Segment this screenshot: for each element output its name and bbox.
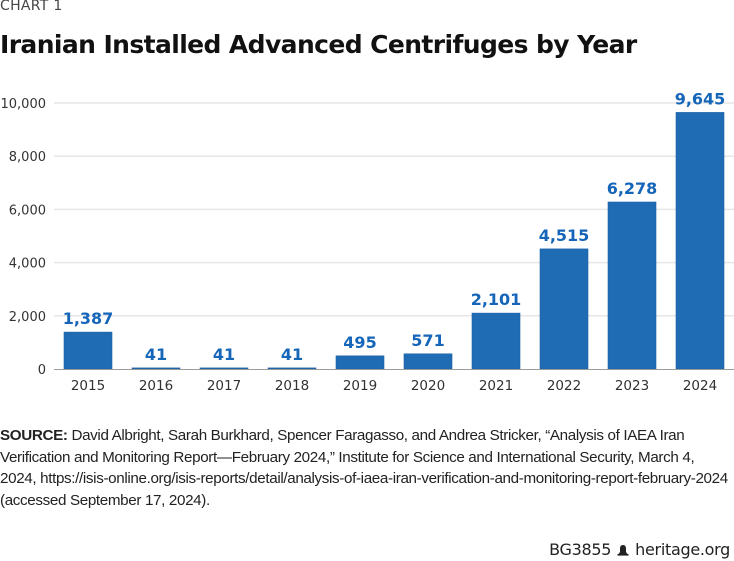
data-label-2021: 2,101 [471,290,522,309]
bar-2017 [199,367,249,370]
bar-chart: 0 2,000 4,000 6,000 8,000 10,000 1,387 41 41 41 4… [1,89,734,394]
x-tick-label: 2021 [479,378,513,394]
bar-2024 [675,112,725,370]
y-tick-label: 10,000 [1,97,47,112]
data-label-2019: 495 [343,333,376,352]
y-tick-label: 8,000 [9,150,46,165]
data-label-2024: 9,645 [675,89,726,108]
y-tick-label: 2,000 [9,310,46,325]
bar-2021 [471,312,521,370]
bar-2022 [539,248,589,370]
y-tick-label: 4,000 [9,257,46,272]
y-tick-label: 0 [38,363,46,378]
bar-2015 [63,331,113,370]
liberty-bell-icon [617,544,629,556]
data-label-2018: 41 [281,345,303,364]
source-label: SOURCE: [0,427,68,444]
data-label-2016: 41 [145,345,167,364]
bar-2023 [607,201,657,370]
x-tick-label: 2016 [139,378,173,394]
chart-title: Iranian Installed Advanced Centrifuges b… [0,30,637,59]
bar-2020 [403,353,453,370]
report-code: BG3855 [549,540,612,559]
data-label-2020: 571 [411,331,444,350]
bar-2016 [131,367,181,370]
y-tick-label: 6,000 [9,203,46,218]
x-tick-label: 2018 [275,378,309,394]
x-tick-label: 2022 [547,378,581,394]
y-axis-ticks: 0 2,000 4,000 6,000 8,000 10,000 [1,97,47,378]
x-tick-label: 2024 [683,378,717,394]
x-tick-label: 2015 [71,378,105,394]
x-tick-label: 2020 [411,378,445,394]
x-tick-label: 2019 [343,378,377,394]
bars [63,112,725,370]
data-label-2017: 41 [213,345,235,364]
data-labels: 1,387 41 41 41 495 571 2,101 4,515 6,278 9,645 [63,89,726,363]
source-text: David Albright, Sarah Burkhard, Spencer … [0,427,728,509]
x-tick-label: 2023 [615,378,649,394]
source-note: SOURCE: David Albright, Sarah Burkhard, … [0,425,730,511]
chart-kicker: CHART 1 [0,0,63,14]
footer: BG3855 heritage.org [549,540,730,559]
data-label-2023: 6,278 [607,179,658,198]
bar-2019 [335,355,385,370]
data-label-2015: 1,387 [63,309,114,328]
data-label-2022: 4,515 [539,226,590,245]
bar-2018 [267,367,317,370]
x-axis-ticks: 2015 2016 2017 2018 2019 2020 2021 2022 2023 2024 [71,378,717,394]
x-tick-label: 2017 [207,378,241,394]
site-name: heritage.org [635,540,730,559]
